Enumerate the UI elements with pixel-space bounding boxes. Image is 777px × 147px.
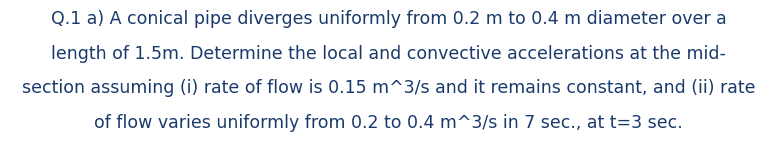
Text: Q.1 a) A conical pipe diverges uniformly from 0.2 m to 0.4 m diameter over a: Q.1 a) A conical pipe diverges uniformly… xyxy=(51,10,726,28)
Text: section assuming (i) rate of flow is 0.15 m^3/s and it remains constant, and (ii: section assuming (i) rate of flow is 0.1… xyxy=(22,79,755,97)
Text: of flow varies uniformly from 0.2 to 0.4 m^3/s in 7 sec., at t=3 sec.: of flow varies uniformly from 0.2 to 0.4… xyxy=(94,114,683,132)
Text: length of 1.5m. Determine the local and convective accelerations at the mid-: length of 1.5m. Determine the local and … xyxy=(51,45,726,63)
